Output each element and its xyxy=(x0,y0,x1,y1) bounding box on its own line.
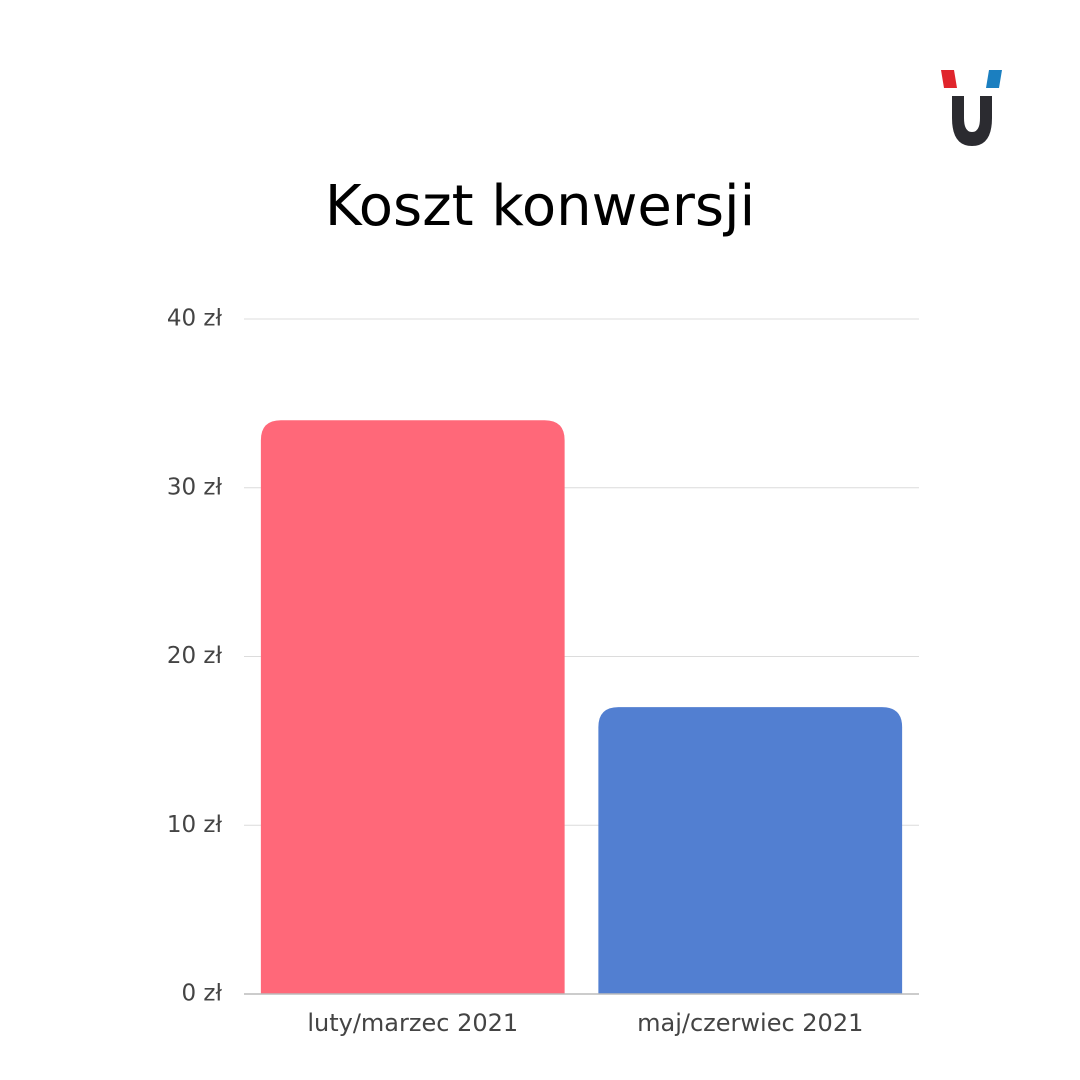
bar xyxy=(260,420,565,994)
x-tick-label: maj/czerwiec 2021 xyxy=(637,1009,863,1037)
logo-blue xyxy=(986,70,1002,88)
bar xyxy=(598,707,903,994)
y-tick-label: 30 zł xyxy=(167,474,223,500)
y-tick-label: 40 zł xyxy=(167,306,223,332)
y-tick-label: 10 zł xyxy=(167,812,223,838)
logo-red xyxy=(941,70,957,88)
logo-mark xyxy=(952,96,992,146)
y-tick-label: 20 zł xyxy=(167,643,223,669)
logo xyxy=(941,70,1002,146)
x-tick-label: luty/marzec 2021 xyxy=(307,1009,518,1037)
y-tick-label: 0 zł xyxy=(181,981,222,1007)
chart-title: Koszt konwersji xyxy=(325,174,755,239)
